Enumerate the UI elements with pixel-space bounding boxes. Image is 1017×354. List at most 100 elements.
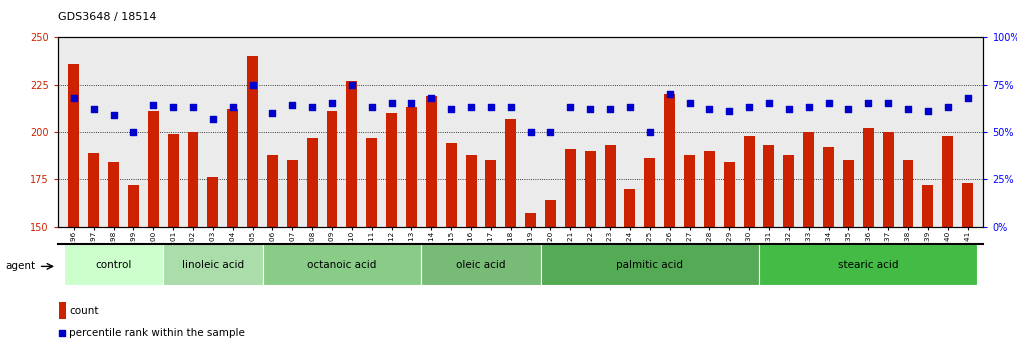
Point xyxy=(502,104,519,110)
Point xyxy=(681,101,698,106)
Bar xyxy=(421,244,541,285)
Point xyxy=(244,82,260,87)
Point xyxy=(344,82,360,87)
Bar xyxy=(962,183,973,354)
Point xyxy=(800,104,817,110)
Bar xyxy=(347,81,357,354)
Bar xyxy=(545,200,556,354)
Text: percentile rank within the sample: percentile rank within the sample xyxy=(69,328,245,338)
Point xyxy=(264,110,281,116)
Point xyxy=(284,103,300,108)
Bar xyxy=(168,134,179,354)
Text: count: count xyxy=(69,306,99,316)
Point xyxy=(404,101,420,106)
Bar xyxy=(645,158,655,354)
Text: GDS3648 / 18514: GDS3648 / 18514 xyxy=(58,12,157,22)
Point xyxy=(364,104,380,110)
Point xyxy=(602,106,618,112)
Text: octanoic acid: octanoic acid xyxy=(307,259,376,270)
Point xyxy=(642,129,658,135)
Point xyxy=(821,101,837,106)
Bar xyxy=(605,145,615,354)
Bar xyxy=(187,132,198,354)
Bar xyxy=(843,160,854,354)
Bar xyxy=(247,56,258,354)
Point xyxy=(523,129,539,135)
Bar xyxy=(743,136,755,354)
Bar xyxy=(624,189,636,354)
Bar xyxy=(564,149,576,354)
Point xyxy=(225,104,241,110)
Bar xyxy=(704,151,715,354)
Text: palmitic acid: palmitic acid xyxy=(616,259,683,270)
Bar xyxy=(88,153,100,354)
Bar xyxy=(862,128,874,354)
Point xyxy=(542,129,558,135)
Point xyxy=(761,101,777,106)
Point xyxy=(85,106,102,112)
Point xyxy=(840,106,856,112)
Point xyxy=(443,106,460,112)
Point xyxy=(621,104,638,110)
Point xyxy=(185,104,201,110)
Point xyxy=(106,112,122,118)
Bar xyxy=(426,96,436,354)
Point xyxy=(940,104,956,110)
Point xyxy=(125,129,141,135)
Bar xyxy=(585,151,596,354)
Bar xyxy=(724,162,734,354)
Bar xyxy=(541,244,759,285)
Bar xyxy=(942,136,953,354)
Bar xyxy=(326,111,338,354)
Bar xyxy=(307,138,317,354)
Bar xyxy=(108,162,119,354)
Bar xyxy=(262,244,421,285)
Bar xyxy=(823,147,834,354)
Point xyxy=(304,104,320,110)
Bar xyxy=(759,244,977,285)
Bar xyxy=(287,160,298,354)
Text: oleic acid: oleic acid xyxy=(457,259,505,270)
Point xyxy=(483,104,499,110)
Point xyxy=(702,106,718,112)
Point xyxy=(423,95,439,101)
Point xyxy=(959,95,975,101)
Point xyxy=(204,116,221,121)
Bar xyxy=(128,185,139,354)
Point xyxy=(900,106,916,112)
Point xyxy=(145,103,162,108)
Bar xyxy=(664,94,675,354)
Point xyxy=(860,101,877,106)
Point xyxy=(383,101,400,106)
Bar xyxy=(902,160,913,354)
Point xyxy=(781,106,797,112)
Bar xyxy=(445,143,457,354)
Bar xyxy=(64,244,163,285)
Bar xyxy=(883,132,894,354)
Point xyxy=(880,101,896,106)
Bar xyxy=(803,132,815,354)
Point xyxy=(463,104,479,110)
Text: control: control xyxy=(96,259,132,270)
Point xyxy=(66,95,82,101)
Text: linoleic acid: linoleic acid xyxy=(182,259,244,270)
Point xyxy=(323,101,340,106)
Point xyxy=(582,106,598,112)
Text: agent: agent xyxy=(5,261,36,271)
Bar xyxy=(147,111,159,354)
Point xyxy=(919,108,936,114)
Point xyxy=(661,91,677,97)
Bar xyxy=(386,113,397,354)
Point xyxy=(54,330,70,336)
Bar xyxy=(684,155,695,354)
Bar xyxy=(764,145,774,354)
Bar xyxy=(227,109,238,354)
Bar xyxy=(525,213,536,354)
Point xyxy=(165,104,181,110)
Bar xyxy=(207,177,219,354)
Point xyxy=(741,104,758,110)
Bar xyxy=(366,138,377,354)
Bar xyxy=(783,155,794,354)
Bar xyxy=(466,155,477,354)
Bar xyxy=(163,244,262,285)
